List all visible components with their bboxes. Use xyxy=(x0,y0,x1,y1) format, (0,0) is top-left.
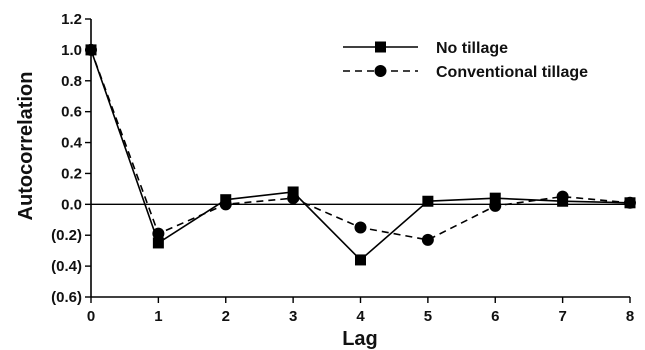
x-tick-label: 3 xyxy=(289,308,297,325)
y-tick-label: 0.6 xyxy=(61,104,82,121)
legend-marker-circle xyxy=(374,65,387,77)
series-2-point xyxy=(421,233,434,246)
x-tick-label: 5 xyxy=(424,308,432,325)
series-2-point xyxy=(489,199,502,212)
x-tick-label: 4 xyxy=(356,308,365,325)
series-1-point xyxy=(287,186,299,198)
series-2-point xyxy=(287,192,300,205)
legend-label-1: No tillage xyxy=(436,40,508,57)
series-2-point xyxy=(354,221,367,234)
series-2-point xyxy=(219,198,232,211)
series-2-point xyxy=(556,190,569,203)
y-axis-title: Autocorrelation xyxy=(15,72,37,221)
y-axis: 1.2 1.0 0.8 0.6 0.4 0.2 0.0 (0.2) (0.4) (0.6) xyxy=(51,11,92,306)
series-2-point xyxy=(624,196,636,209)
series-layer xyxy=(85,43,636,266)
x-tick-label: 0 xyxy=(87,308,95,325)
series-1-point xyxy=(355,254,366,266)
x-tick-label: 6 xyxy=(491,308,499,325)
x-tick-label: 1 xyxy=(154,308,162,325)
y-tick-label: (0.4) xyxy=(51,258,82,275)
series-1-point xyxy=(152,237,164,249)
y-tick-label: (0.2) xyxy=(51,227,82,244)
y-tick-label: (0.6) xyxy=(51,289,82,306)
y-tick-label: 0.4 xyxy=(61,135,83,152)
legend: No tillage Conventional tillage xyxy=(343,40,588,81)
x-axis: 0 1 2 3 4 5 6 7 8 xyxy=(87,296,634,325)
legend-marker-square xyxy=(375,41,386,53)
x-tick-label: 8 xyxy=(626,308,634,325)
legend-label-2: Conventional tillage xyxy=(436,64,588,81)
series-2-point xyxy=(85,43,97,56)
y-tick-label: 1.0 xyxy=(61,42,82,59)
y-tick-label: 0.8 xyxy=(61,73,82,90)
series-1-point xyxy=(422,195,434,207)
x-axis-title: Lag xyxy=(342,328,378,350)
series-2-point xyxy=(152,227,165,240)
y-tick-label: 0.0 xyxy=(61,196,82,213)
y-tick-label: 0.2 xyxy=(61,165,82,182)
series-1-point xyxy=(489,192,501,204)
x-tick-label: 2 xyxy=(222,308,230,325)
x-tick-label: 7 xyxy=(558,308,566,325)
y-tick-label: 1.2 xyxy=(61,11,82,28)
